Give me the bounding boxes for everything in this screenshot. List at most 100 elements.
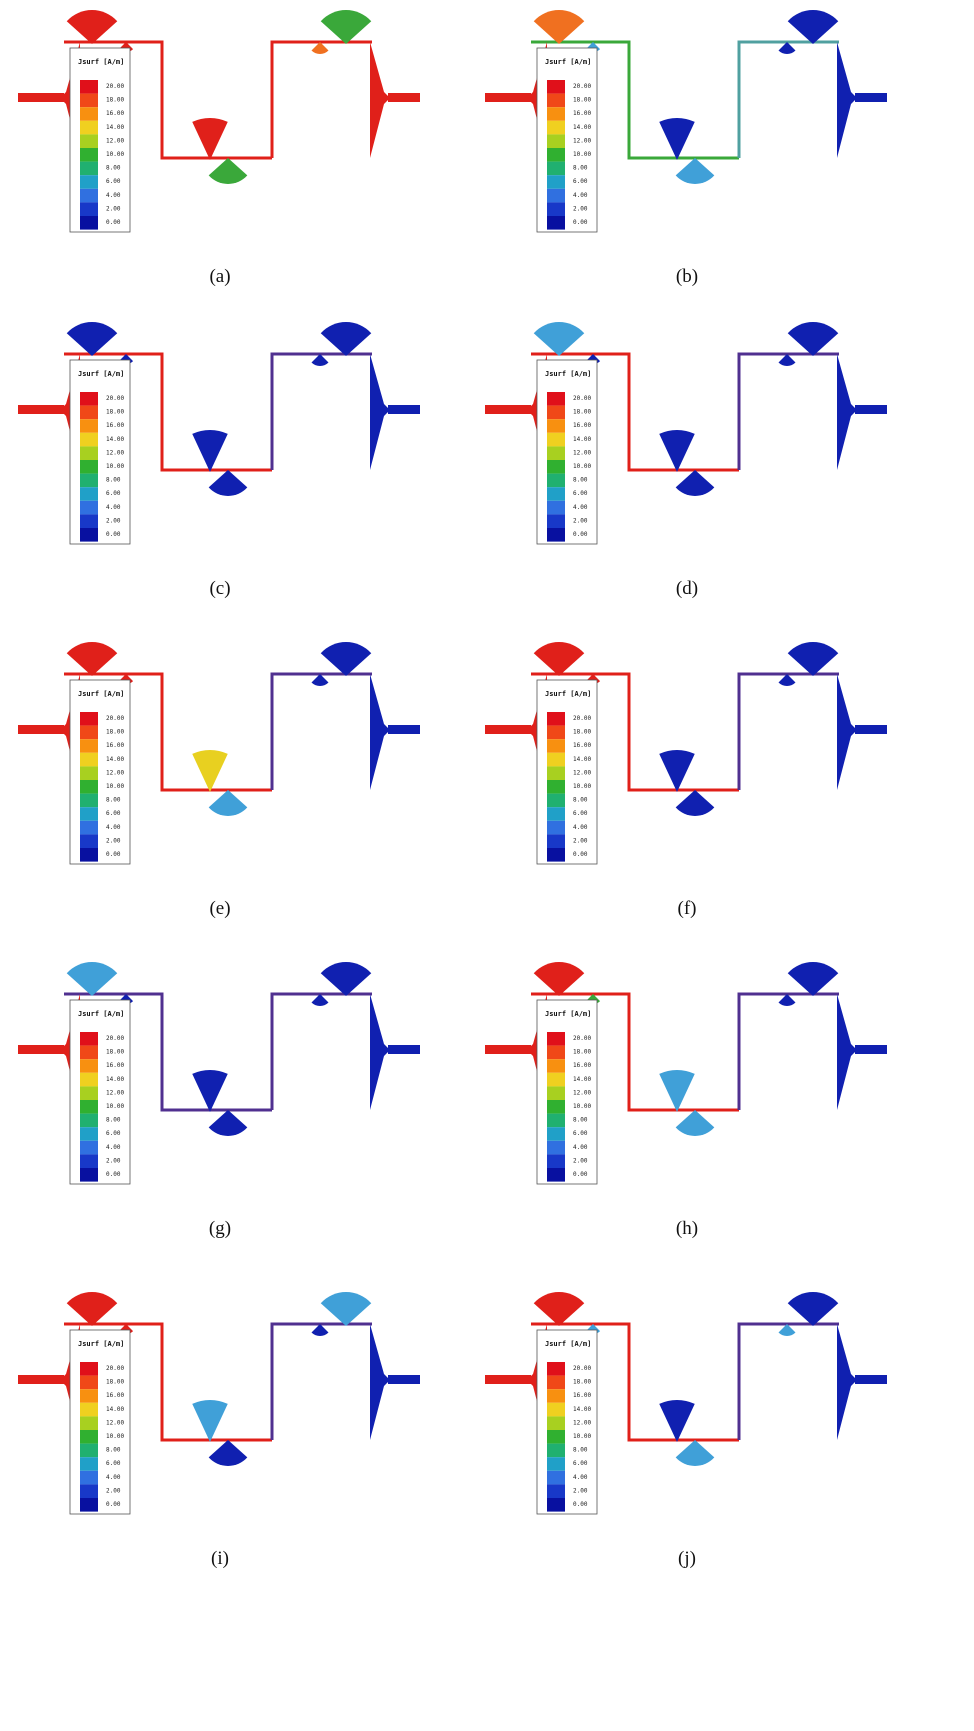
legend-swatch	[80, 392, 98, 406]
legend-swatch	[80, 1498, 98, 1512]
legend-swatch	[547, 848, 565, 862]
fan	[312, 674, 329, 686]
legend-label: 14.00	[106, 1406, 124, 1413]
legend-label: 6.00	[573, 1460, 588, 1467]
legend-swatch	[547, 392, 565, 406]
legend-swatch	[547, 766, 565, 780]
fan	[192, 1400, 227, 1442]
panel: Jsurf [A/m]20.0018.0016.0014.0012.0010.0…	[18, 962, 420, 1239]
legend-label: 20.00	[106, 395, 124, 402]
panel: Jsurf [A/m]20.0018.0016.0014.0012.0010.0…	[18, 10, 420, 287]
legend-label: 6.00	[573, 1130, 588, 1137]
legend-label: 2.00	[106, 205, 121, 212]
legend-swatch	[80, 1416, 98, 1430]
legend-label: 8.00	[573, 1117, 588, 1124]
legend-label: 16.00	[106, 742, 124, 749]
legend-swatch	[80, 1389, 98, 1403]
legend-label: 16.00	[573, 1062, 591, 1069]
legend-swatch	[80, 1376, 98, 1390]
legend-swatch	[547, 121, 565, 135]
legend-label: 12.00	[106, 769, 124, 776]
legend-swatch	[547, 1086, 565, 1100]
fan	[534, 322, 585, 356]
legend-label: 4.00	[573, 192, 588, 199]
right-stub	[855, 93, 887, 102]
fan	[779, 42, 796, 54]
fan	[209, 470, 248, 496]
legend-swatch	[80, 202, 98, 216]
legend-swatch	[547, 794, 565, 808]
panel: Jsurf [A/m]20.0018.0016.0014.0012.0010.0…	[485, 962, 887, 1239]
fan	[676, 1110, 715, 1136]
legend-label: 12.00	[106, 449, 124, 456]
legend-swatch	[80, 148, 98, 162]
fan	[534, 10, 585, 44]
legend-label: 0.00	[573, 531, 588, 538]
fan	[209, 790, 248, 816]
legend-label: 14.00	[573, 1406, 591, 1413]
legend-label: 6.00	[573, 178, 588, 185]
legend-swatch	[547, 1457, 565, 1471]
legend-label: 8.00	[106, 165, 121, 172]
legend-label: 20.00	[573, 1035, 591, 1042]
legend-label: 16.00	[573, 1392, 591, 1399]
legend-swatch	[80, 1362, 98, 1376]
left-stub	[485, 1375, 531, 1384]
legend-label: 14.00	[573, 1076, 591, 1083]
legend-swatch	[547, 1444, 565, 1458]
right-stub	[388, 1375, 420, 1384]
legend-label: 4.00	[573, 504, 588, 511]
right-flare	[370, 674, 390, 790]
legend-swatch	[80, 487, 98, 501]
right-flare	[370, 354, 390, 470]
fan	[676, 158, 715, 184]
legend-swatch	[80, 807, 98, 821]
legend-swatch	[80, 433, 98, 447]
legend-swatch	[547, 474, 565, 488]
fan	[67, 322, 118, 356]
legend-swatch	[547, 1059, 565, 1073]
left-stub	[18, 405, 64, 414]
legend-label: 2.00	[573, 205, 588, 212]
legend-swatch	[547, 1168, 565, 1182]
legend-swatch	[547, 1154, 565, 1168]
legend-swatch	[547, 1032, 565, 1046]
legend-label: 8.00	[573, 165, 588, 172]
fan	[321, 322, 372, 356]
legend-swatch	[80, 1059, 98, 1073]
legend-label: 20.00	[106, 1035, 124, 1042]
legend-label: 14.00	[573, 756, 591, 763]
legend-swatch	[547, 739, 565, 753]
legend-swatch	[80, 501, 98, 515]
fan	[659, 1400, 695, 1442]
legend-swatch	[80, 753, 98, 767]
trace	[739, 674, 839, 790]
legend-label: 0.00	[573, 1171, 588, 1178]
legend-label: 4.00	[106, 824, 121, 831]
fan	[788, 962, 839, 996]
legend-label: 0.00	[106, 851, 121, 858]
legend-swatch	[547, 94, 565, 108]
legend-title: Jsurf [A/m]	[545, 58, 591, 66]
legend-swatch	[80, 1471, 98, 1485]
legend-swatch	[547, 821, 565, 835]
legend-label: 8.00	[573, 477, 588, 484]
legend-label: 12.00	[573, 137, 591, 144]
legend-label: 16.00	[573, 422, 591, 429]
legend-title: Jsurf [A/m]	[545, 370, 591, 378]
legend-swatch	[547, 528, 565, 542]
fan	[534, 1292, 585, 1326]
legend-label: 4.00	[106, 1474, 121, 1481]
legend-label: 0.00	[106, 531, 121, 538]
legend-label: 8.00	[106, 1117, 121, 1124]
legend-swatch	[547, 726, 565, 740]
legend-label: 2.00	[106, 1157, 121, 1164]
legend-swatch	[547, 1498, 565, 1512]
legend-title: Jsurf [A/m]	[78, 690, 124, 698]
figure: Jsurf [A/m]20.0018.0016.0014.0012.0010.0…	[0, 0, 974, 1731]
legend-label: 2.00	[573, 1487, 588, 1494]
legend-swatch	[80, 726, 98, 740]
legend-swatch	[547, 807, 565, 821]
legend-swatch	[80, 175, 98, 189]
legend-label: 6.00	[106, 810, 121, 817]
